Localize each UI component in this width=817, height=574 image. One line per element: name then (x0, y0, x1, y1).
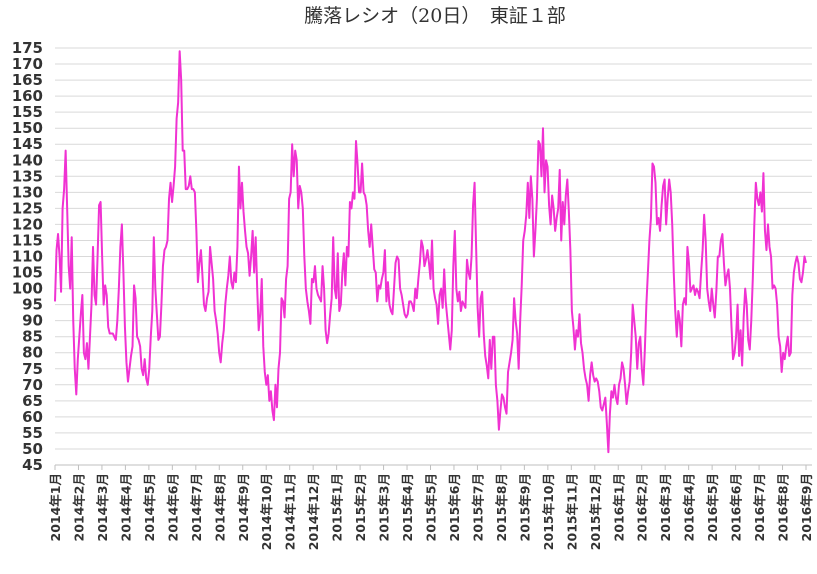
x-tick-label: 2014年12月 (306, 473, 321, 550)
x-tick-label: 2014年8月 (212, 473, 227, 542)
y-tick-label: 155 (12, 103, 43, 121)
y-tick-label: 90 (22, 312, 43, 330)
y-tick-label: 65 (22, 392, 43, 410)
chart-title: 騰落レシオ（20日） 東証１部 (304, 5, 566, 27)
y-tick-label: 115 (12, 231, 43, 249)
y-tick-label: 60 (22, 408, 43, 426)
x-tick-label: 2016年2月 (635, 473, 650, 542)
x-tick-label: 2015年1月 (330, 473, 345, 542)
x-tick-label: 2014年2月 (71, 473, 86, 542)
x-tick-label: 2014年9月 (236, 473, 251, 542)
y-tick-label: 95 (22, 296, 43, 314)
y-tick-label: 75 (22, 360, 43, 378)
x-tick-label: 2014年7月 (189, 473, 204, 542)
y-tick-label: 135 (12, 167, 43, 185)
y-tick-label: 70 (22, 376, 43, 394)
y-tick-label: 55 (22, 424, 43, 442)
y-axis-ticks: 4550556065707580859095100105110115120125… (12, 39, 43, 474)
y-tick-label: 130 (12, 183, 43, 201)
x-tick-label: 2016年7月 (752, 473, 767, 542)
x-tick-label: 2015年12月 (588, 473, 603, 550)
x-tick-label: 2014年11月 (283, 473, 298, 550)
x-tick-label: 2014年4月 (118, 473, 133, 542)
x-tick-label: 2015年3月 (377, 473, 392, 542)
x-tick-label: 2016年6月 (729, 473, 744, 542)
y-tick-label: 45 (22, 456, 43, 474)
x-tick-label: 2015年10月 (541, 473, 556, 550)
y-tick-label: 165 (12, 71, 43, 89)
y-tick-label: 110 (12, 248, 43, 266)
y-tick-label: 160 (12, 87, 43, 105)
x-tick-label: 2014年3月 (95, 473, 110, 542)
x-tick-label: 2015年4月 (400, 473, 415, 542)
x-tick-label: 2015年9月 (517, 473, 532, 542)
x-tick-label: 2015年6月 (447, 473, 462, 542)
x-tick-label: 2015年11月 (564, 473, 579, 550)
y-tick-label: 100 (12, 280, 43, 298)
series-line (54, 50, 807, 454)
y-tick-label: 170 (12, 55, 43, 73)
x-axis-ticks: 2014年1月 2014年2月 2014年3月 2014年4月 2014年5月 2014年… (48, 465, 814, 550)
y-tick-label: 80 (22, 344, 43, 362)
y-tick-label: 105 (12, 264, 43, 282)
y-tick-label: 125 (12, 199, 43, 217)
x-tick-label: 2014年1月 (48, 473, 63, 542)
y-tick-label: 150 (12, 119, 43, 137)
x-tick-label: 2015年5月 (424, 473, 439, 542)
x-tick-label: 2014年10月 (259, 473, 274, 550)
y-tick-label: 175 (12, 39, 43, 57)
y-tick-label: 85 (22, 328, 43, 346)
x-tick-label: 2014年5月 (142, 473, 157, 542)
y-tick-label: 140 (12, 151, 43, 169)
y-tick-label: 120 (12, 215, 43, 233)
x-tick-label: 2014年6月 (165, 473, 180, 542)
x-tick-label: 2015年8月 (494, 473, 509, 542)
x-tick-label: 2015年7月 (470, 473, 485, 542)
x-tick-label: 2016年5月 (705, 473, 720, 542)
y-tick-label: 50 (22, 440, 43, 458)
x-tick-label: 2016年9月 (799, 473, 814, 542)
x-tick-label: 2015年2月 (353, 473, 368, 542)
x-tick-label: 2016年3月 (658, 473, 673, 542)
y-tick-label: 145 (12, 135, 43, 153)
x-tick-label: 2016年1月 (611, 473, 626, 542)
x-tick-label: 2016年4月 (682, 473, 697, 542)
x-tick-label: 2016年8月 (776, 473, 791, 542)
